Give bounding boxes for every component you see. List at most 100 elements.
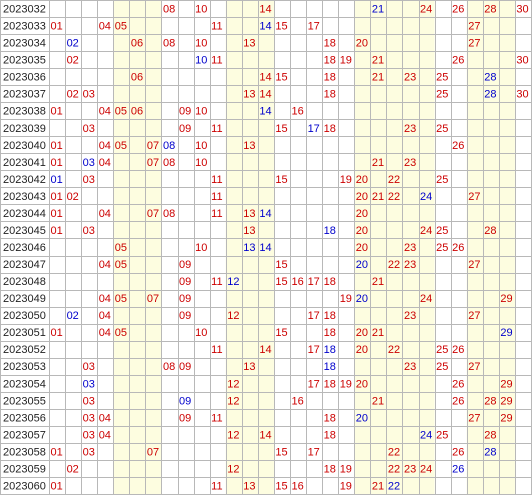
drawn-number: 10 <box>195 140 207 152</box>
drawn-number: 15 <box>275 174 287 186</box>
drawn-number: 03 <box>83 378 95 390</box>
drawn-number: 15 <box>275 276 287 288</box>
number-cells: 08 10 14 21 24 26 28 30 01 04 05 11 14 15 17 27 02 06 08 10… <box>51 4 529 493</box>
drawn-number: 27 <box>468 310 480 322</box>
drawn-number: 13 <box>243 140 255 152</box>
drawn-number: 02 <box>67 310 79 322</box>
drawn-number: 08 <box>163 208 175 220</box>
drawn-number: 03 <box>83 157 95 169</box>
drawn-number: 11 <box>211 55 222 67</box>
drawn-number: 12 <box>227 310 239 322</box>
drawn-number: 09 <box>179 293 191 305</box>
drawn-number: 13 <box>243 361 255 373</box>
drawn-number: 22 <box>388 446 400 458</box>
drawn-number: 18 <box>324 55 336 67</box>
drawn-number: 24 <box>420 191 432 203</box>
drawn-number: 21 <box>372 276 384 288</box>
issue-number: 2023046 <box>3 242 46 254</box>
issue-number: 2023052 <box>3 344 46 356</box>
drawn-number: 01 <box>51 140 63 152</box>
drawn-number: 20 <box>356 242 368 254</box>
drawn-number: 12 <box>227 378 239 390</box>
drawn-number: 28 <box>484 89 496 101</box>
drawn-number: 06 <box>131 38 143 50</box>
issue-number: 2023032 <box>3 4 46 16</box>
drawn-number: 01 <box>51 191 63 203</box>
drawn-number: 11 <box>211 174 222 186</box>
shaded-band <box>225 0 274 495</box>
drawn-number: 03 <box>83 225 95 237</box>
drawn-number: 23 <box>404 72 416 84</box>
drawn-number: 10 <box>195 38 207 50</box>
drawn-number: 20 <box>356 38 368 50</box>
drawn-number: 22 <box>388 344 400 356</box>
drawn-number: 21 <box>372 4 384 16</box>
drawn-number: 15 <box>275 259 287 271</box>
drawn-number: 10 <box>195 327 207 339</box>
drawn-number: 25 <box>436 361 448 373</box>
drawn-number: 10 <box>195 4 207 16</box>
drawn-number: 19 <box>340 293 352 305</box>
drawn-number: 01 <box>51 327 63 339</box>
drawn-number: 23 <box>404 361 416 373</box>
drawn-number: 18 <box>324 310 336 322</box>
drawn-number: 20 <box>356 344 368 356</box>
drawn-number: 29 <box>500 327 512 339</box>
drawn-number: 22 <box>388 191 400 203</box>
drawn-number: 26 <box>452 55 464 67</box>
drawn-number: 04 <box>99 208 111 220</box>
drawn-number: 19 <box>340 174 352 186</box>
drawn-number: 17 <box>308 123 320 135</box>
drawn-number: 14 <box>259 4 271 16</box>
drawn-number: 03 <box>83 123 95 135</box>
drawn-number: 05 <box>115 242 127 254</box>
drawn-number: 05 <box>115 259 127 271</box>
drawn-number: 01 <box>51 480 63 492</box>
drawn-number: 28 <box>484 4 496 16</box>
drawn-number: 04 <box>99 140 111 152</box>
drawn-number: 14 <box>259 72 271 84</box>
drawn-number: 19 <box>340 480 352 492</box>
drawn-number: 23 <box>404 259 416 271</box>
drawn-number: 15 <box>275 72 287 84</box>
drawn-number: 18 <box>324 89 336 101</box>
drawn-number: 03 <box>83 446 95 458</box>
issue-number: 2023044 <box>3 208 46 220</box>
drawn-number: 29 <box>500 395 512 407</box>
drawn-number: 01 <box>51 208 63 220</box>
drawn-number: 04 <box>99 259 111 271</box>
drawn-number: 01 <box>51 157 63 169</box>
drawn-number: 21 <box>372 395 384 407</box>
drawn-number: 17 <box>308 446 320 458</box>
drawn-number: 17 <box>308 310 320 322</box>
drawn-number: 18 <box>324 327 336 339</box>
drawn-number: 25 <box>436 174 448 186</box>
drawn-number: 27 <box>468 21 480 33</box>
drawn-number: 18 <box>324 38 336 50</box>
drawn-number: 25 <box>436 123 448 135</box>
issue-number: 2023035 <box>3 55 46 67</box>
drawn-number: 03 <box>83 429 95 441</box>
drawn-number: 24 <box>420 463 432 475</box>
drawn-number: 08 <box>163 38 175 50</box>
drawn-number: 18 <box>324 72 336 84</box>
drawn-number: 17 <box>308 276 320 288</box>
drawn-number: 21 <box>372 55 384 67</box>
shaded-band <box>113 0 162 495</box>
drawn-number: 18 <box>324 344 336 356</box>
drawn-number: 19 <box>340 378 352 390</box>
drawn-number: 25 <box>436 242 448 254</box>
drawn-number: 24 <box>420 293 432 305</box>
drawn-number: 30 <box>516 4 528 16</box>
drawn-number: 24 <box>420 4 432 16</box>
drawn-number: 26 <box>452 140 464 152</box>
drawn-number: 19 <box>340 463 352 475</box>
drawn-number: 10 <box>195 242 207 254</box>
drawn-number: 28 <box>484 429 496 441</box>
drawn-number: 09 <box>179 412 191 424</box>
drawn-number: 08 <box>163 361 175 373</box>
issue-number: 2023056 <box>3 412 46 424</box>
drawn-number: 25 <box>436 429 448 441</box>
drawn-number: 15 <box>275 21 287 33</box>
